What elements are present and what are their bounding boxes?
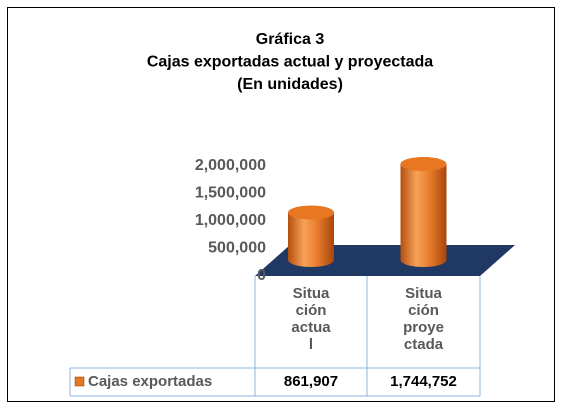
y-tick-label: 2,000,000 [195, 157, 266, 174]
category-label: Situación proyectada [403, 285, 444, 353]
y-tick-label: 1,000,000 [195, 212, 266, 229]
category-label: Situación actual [291, 285, 331, 353]
bar-top [400, 157, 447, 172]
chart-title: (En unidades) [237, 76, 343, 93]
chart-title: Cajas exportadas actual y proyectada [147, 54, 433, 71]
y-tick-label: 1,500,000 [195, 185, 266, 202]
chart-border [7, 7, 555, 402]
chart-title: Gráfica 3 [256, 31, 325, 48]
bar [288, 205, 334, 267]
bar-top [288, 205, 334, 220]
value-label: 1,744,752 [390, 373, 457, 390]
y-tick-label: 0 [257, 267, 266, 284]
value-label: 861,907 [284, 373, 338, 390]
data-table-grid [69, 276, 481, 397]
legend-marker [74, 376, 85, 387]
bar [400, 157, 447, 268]
legend-label: Cajas exportadas [88, 373, 212, 390]
y-tick-label: 500,000 [208, 240, 266, 257]
